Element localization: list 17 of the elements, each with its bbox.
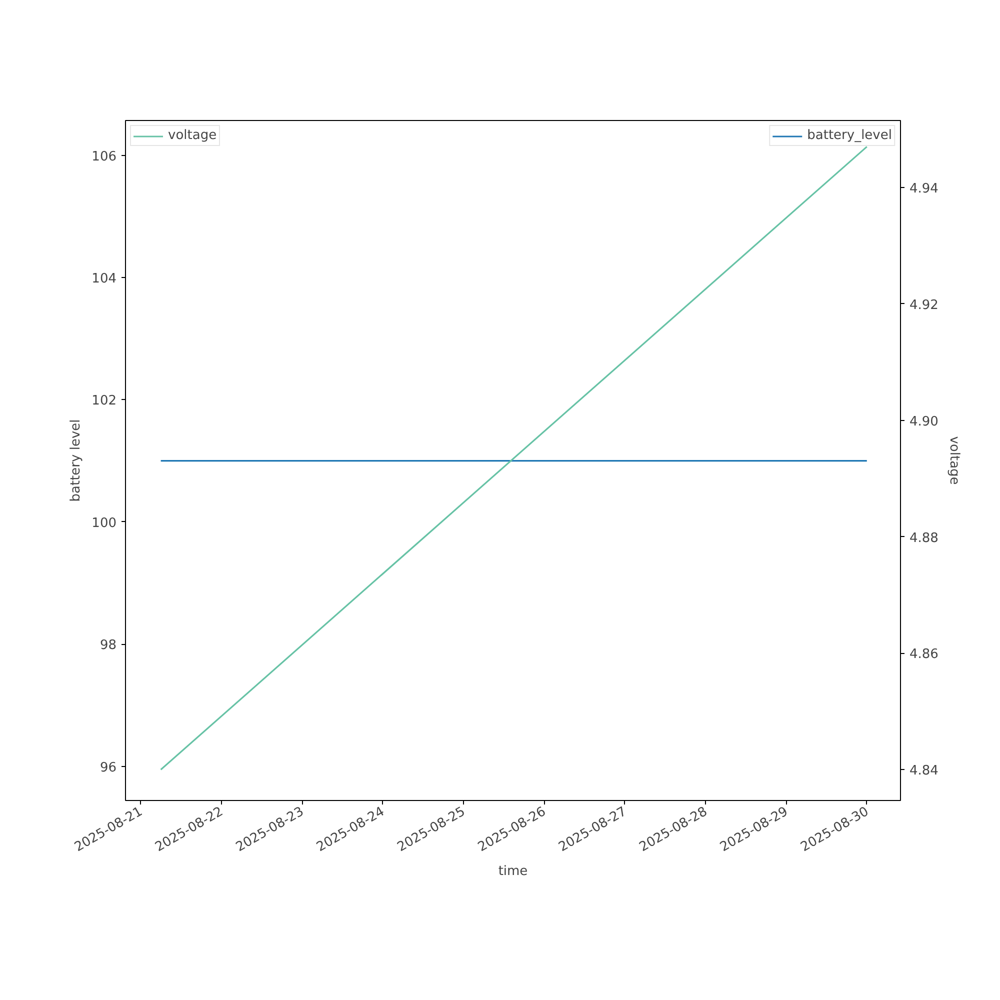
x-axis-title: time [498,864,528,879]
y-tick-label: 106 [92,149,117,164]
y-tick-label: 98 [100,638,117,654]
y2-tick-label: 4.86 [910,647,938,662]
y-tick-label: 102 [92,394,117,409]
y-tick-label: 104 [92,272,117,287]
y2-tick-label: 4.90 [910,414,938,430]
legend-label: voltage [168,128,217,143]
y2-tick-label: 4.84 [910,764,938,779]
y2-tick-label: 4.92 [910,298,938,313]
y2-tick-label: 4.94 [910,181,938,196]
y-tick-label: 96 [100,760,117,776]
y2-axis-title: voltage [946,436,962,485]
y-tick-label: 100 [92,516,117,531]
legend-label: battery_level [807,128,892,143]
y-axis-title: battery level [68,419,84,502]
y2-tick-label: 4.88 [910,530,938,546]
